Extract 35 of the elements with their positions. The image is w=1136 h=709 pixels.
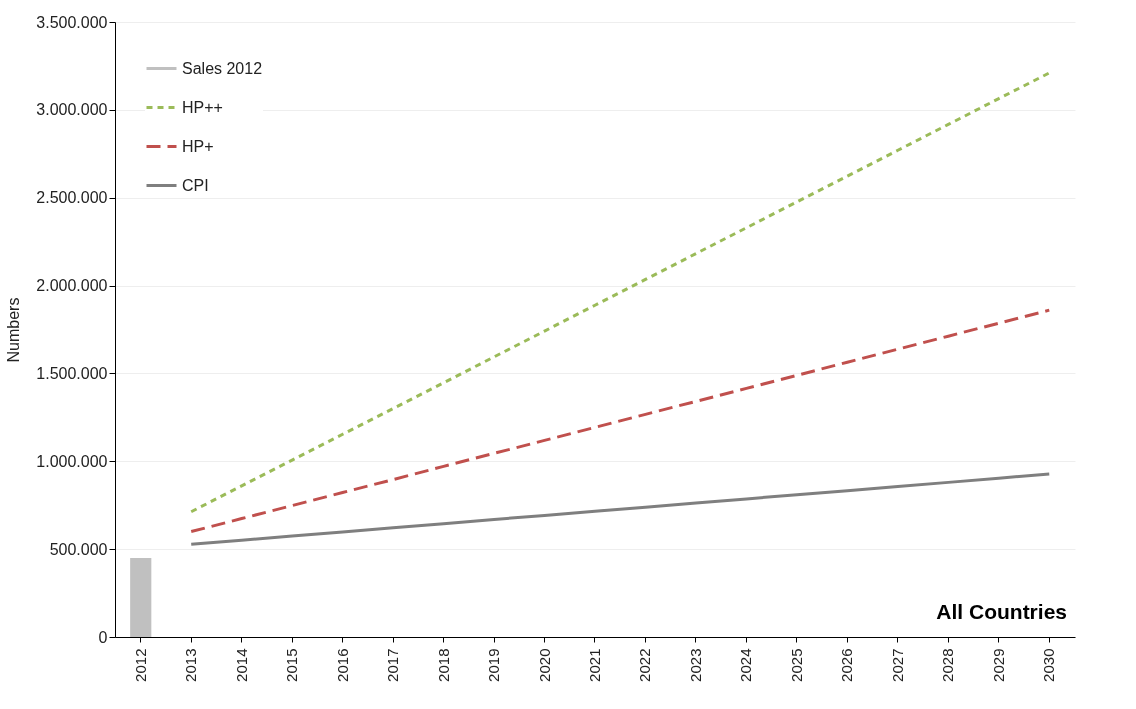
y-axis-title: Numbers xyxy=(5,297,23,363)
line-series xyxy=(189,472,1051,546)
x-tick-label: 2028 xyxy=(939,648,957,682)
y-tick-label: 1.000.000 xyxy=(36,452,108,470)
annotation: All Countries xyxy=(936,600,1067,623)
x-tick-label: 2016 xyxy=(333,648,351,682)
x-tick-label: 2018 xyxy=(434,648,452,682)
y-tick-label: 500.000 xyxy=(49,540,108,558)
y-tick-label: 2.000.000 xyxy=(36,277,108,295)
x-tick-label: 2021 xyxy=(586,648,603,682)
x-tick-label: 2023 xyxy=(686,648,704,682)
x-tick-label: 2012 xyxy=(131,648,149,682)
y-tick-label: 1.500.000 xyxy=(36,364,108,382)
legend-label: CPI xyxy=(182,176,209,194)
x-tick-label: 2017 xyxy=(384,648,402,682)
legend-label: Sales 2012 xyxy=(182,59,263,77)
x-tick-label: 2014 xyxy=(232,648,250,682)
legend-label: HP+ xyxy=(182,137,214,155)
x-tick-label: 2015 xyxy=(283,648,301,682)
x-tick-label: 2027 xyxy=(888,648,906,682)
x-tick-label: 2029 xyxy=(989,648,1007,682)
line-series xyxy=(189,308,1051,534)
legend-label: HP++ xyxy=(182,98,223,116)
x-tick-label: 2020 xyxy=(535,648,553,682)
x-tick-label: 2022 xyxy=(636,648,654,682)
x-tick-label: 2013 xyxy=(182,648,200,682)
y-tick-label: 2.500.000 xyxy=(36,189,108,207)
y-tick-label: 3.000.000 xyxy=(36,101,108,119)
x-tick-label: 2026 xyxy=(838,648,856,682)
x-tick-label: 2019 xyxy=(485,648,503,682)
y-tick-label: 0 xyxy=(98,628,108,646)
x-tick-label: 2024 xyxy=(737,648,755,682)
x-tick-label: 2030 xyxy=(1040,648,1058,682)
y-tick-label: 3.500.000 xyxy=(36,13,108,31)
x-tick-label: 2025 xyxy=(787,648,805,682)
